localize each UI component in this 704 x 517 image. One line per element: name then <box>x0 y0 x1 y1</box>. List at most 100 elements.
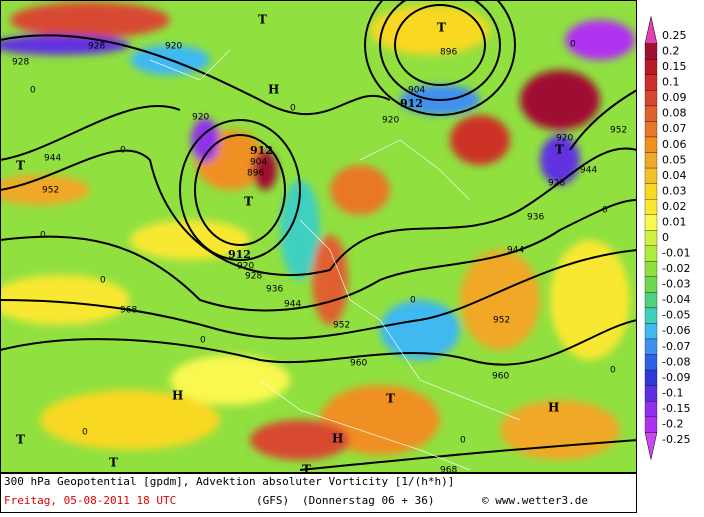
colorbar-swatch <box>644 369 658 386</box>
pressure-symbol: T <box>109 456 118 470</box>
pressure-symbol: T <box>437 21 446 35</box>
colorbar-swatch <box>644 43 658 60</box>
footer-credit: © www.wetter3.de <box>482 494 588 507</box>
zero-label: 0 <box>120 146 126 156</box>
contour-label: 944 <box>580 166 597 176</box>
contour-label: 920 <box>556 134 573 144</box>
colorbar-swatch <box>644 354 658 371</box>
pressure-symbol: T <box>302 463 311 477</box>
zero-label: 0 <box>570 40 576 50</box>
colorbar-swatch <box>644 307 658 324</box>
pressure-symbol: T <box>555 143 564 157</box>
colorbar-label: -0.1 <box>662 386 683 399</box>
pressure-symbol: H <box>268 83 279 97</box>
colorbar-swatch <box>644 385 658 402</box>
map-field: 928 920 912 904 896 912 920 928 936 944 … <box>0 0 637 477</box>
contour-label: 896 <box>247 169 264 179</box>
colorbar-swatch <box>644 338 658 355</box>
colorbar-swatch <box>644 261 658 277</box>
zero-label: 0 <box>82 428 88 438</box>
contour-label: 952 <box>42 186 59 196</box>
colorbar-label: 0.07 <box>662 122 687 135</box>
colorbar-swatch <box>644 214 658 231</box>
colorbar-arrow <box>644 431 658 460</box>
contour-label: 936 <box>266 285 283 295</box>
contour-label: 960 <box>492 372 509 382</box>
contour-label: 928 <box>548 179 565 189</box>
pressure-symbol: T <box>244 195 253 209</box>
colorbar-label: 0 <box>662 231 669 244</box>
footer-run: (Donnerstag 06 + 36) <box>302 494 434 507</box>
zero-label: 0 <box>30 86 36 96</box>
contour-label: 968 <box>440 466 457 476</box>
colorbar-swatch <box>644 416 658 433</box>
contour-label: 920 <box>192 113 209 123</box>
colorbar-swatch <box>644 74 658 91</box>
colorbar-label: -0.07 <box>662 340 690 353</box>
pressure-symbol: H <box>332 432 343 446</box>
contour-label: 928 <box>12 58 29 68</box>
contour-label: 944 <box>507 246 524 256</box>
colorbar-swatch <box>644 183 658 200</box>
pressure-symbol: T <box>16 159 25 173</box>
colorbar-arrow <box>644 16 658 45</box>
contour-label: 912 <box>250 144 273 157</box>
contour-label: 944 <box>44 154 61 164</box>
contour-label: 904 <box>250 158 267 168</box>
zero-label: 0 <box>602 206 608 216</box>
colorbar-label: 0.04 <box>662 169 687 182</box>
contour-label: 912 <box>400 97 423 110</box>
zero-label: 0 <box>410 296 416 306</box>
colorbar-label: 0.08 <box>662 107 687 120</box>
colorbar-swatch <box>644 152 658 169</box>
contour-label: 912 <box>228 248 251 261</box>
contour-label: 920 <box>382 116 399 126</box>
pressure-symbol: T <box>386 392 395 406</box>
colorbar-swatch <box>644 121 658 138</box>
colorbar-label: -0.09 <box>662 371 690 384</box>
contour-label: 920 <box>237 262 254 272</box>
pressure-symbol: T <box>258 13 267 27</box>
footer-model: (GFS) <box>256 494 289 507</box>
colorbar-swatch <box>644 292 658 309</box>
colorbar-label: -0.02 <box>662 262 690 275</box>
contour-label: 920 <box>165 42 182 52</box>
colorbar-label: -0.2 <box>662 417 683 430</box>
colorbar-label: -0.01 <box>662 247 690 260</box>
footer-date: Freitag, 05-08-2011 18 UTC <box>4 494 176 507</box>
colorbar-swatch <box>644 105 658 122</box>
zero-label: 0 <box>200 336 206 346</box>
colorbar-label: -0.08 <box>662 355 690 368</box>
colorbar-label: 0.02 <box>662 200 687 213</box>
colorbar-label: -0.05 <box>662 309 690 322</box>
colorbar-swatch <box>644 167 658 184</box>
pressure-symbol: T <box>16 433 25 447</box>
colorbar-label: 0.03 <box>662 184 687 197</box>
colorbar-label: 0.06 <box>662 138 687 151</box>
colorbar-swatch <box>644 59 658 75</box>
colorbar-swatch <box>644 230 658 246</box>
contour-label: 904 <box>408 86 425 96</box>
colorbar-label: 0.05 <box>662 153 687 166</box>
contour-label: 936 <box>527 213 544 223</box>
colorbar-label: 0.25 <box>662 29 687 42</box>
contour-label: 952 <box>333 321 350 331</box>
zero-label: 0 <box>40 231 46 241</box>
colorbar: 0.25 0.2 0.15 0.1 0.09 0.08 0.07 0.06 0.05 0.04 0.… <box>644 16 690 460</box>
contour-label: 952 <box>610 126 627 136</box>
zero-label: 0 <box>610 366 616 376</box>
pressure-symbol: H <box>172 389 183 403</box>
footer-title: 300 hPa Geopotential [gpdm], Advektion a… <box>4 475 454 488</box>
contour-label: 952 <box>493 316 510 326</box>
contour-label: 928 <box>245 272 262 282</box>
map-labels: 928 920 912 904 896 912 920 928 936 944 … <box>12 13 627 477</box>
colorbar-swatch <box>644 136 658 153</box>
colorbar-swatch <box>644 199 658 215</box>
colorbar-label: 0.1 <box>662 76 680 89</box>
colorbar-swatch <box>644 276 658 293</box>
colorbar-label: -0.03 <box>662 278 690 291</box>
contour-label: 944 <box>284 300 301 310</box>
colorbar-label: 0.15 <box>662 60 687 73</box>
